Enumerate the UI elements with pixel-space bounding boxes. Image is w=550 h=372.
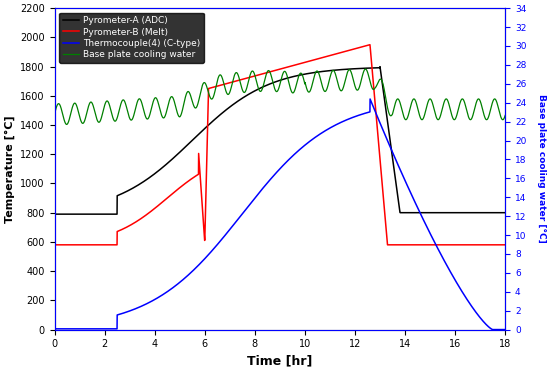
Thermocouple(4) (C-type) (367, 97, 373, 101)
Pyrometer-A (ADC) (493, 211, 500, 215)
Thermocouple(4) (C-type) (493, 327, 500, 332)
Pyrometer-A (ADC) (377, 64, 383, 69)
Base plate cooling water (493, 99, 500, 104)
Base plate cooling water (362, 67, 369, 71)
Base plate cooling water (224, 92, 231, 96)
Y-axis label: Temperature [°C]: Temperature [°C] (4, 115, 14, 223)
Pyrometer-B (Melt) (367, 42, 373, 47)
Legend: Pyrometer-A (ADC), Pyrometer-B (Melt), Thermocouple(4) (C-type), Base plate cool: Pyrometer-A (ADC), Pyrometer-B (Melt), T… (59, 13, 204, 62)
Y-axis label: Base plate cooling water [°C]: Base plate cooling water [°C] (537, 94, 546, 243)
Thermocouple(4) (C-type) (51, 327, 58, 331)
Thermocouple(4) (C-type) (490, 327, 496, 332)
Base plate cooling water (103, 99, 109, 104)
Thermocouple(4) (C-type) (129, 308, 136, 312)
Pyrometer-B (Melt) (129, 222, 136, 226)
Pyrometer-B (Melt) (444, 243, 451, 247)
Pyrometer-B (Melt) (244, 76, 250, 80)
Pyrometer-B (Melt) (493, 243, 500, 247)
Base plate cooling water (51, 112, 58, 116)
Pyrometer-B (Melt) (51, 243, 58, 247)
Thermocouple(4) (C-type) (444, 265, 451, 270)
Line: Pyrometer-B (Melt): Pyrometer-B (Melt) (54, 45, 505, 245)
Base plate cooling water (502, 113, 508, 118)
Thermocouple(4) (C-type) (244, 206, 250, 210)
Base plate cooling water (63, 122, 70, 126)
Base plate cooling water (244, 85, 250, 89)
Thermocouple(4) (C-type) (103, 327, 109, 331)
Thermocouple(4) (C-type) (224, 230, 230, 235)
Pyrometer-B (Melt) (502, 243, 508, 247)
Pyrometer-A (ADC) (129, 186, 136, 190)
Pyrometer-A (ADC) (444, 211, 451, 215)
Thermocouple(4) (C-type) (502, 327, 508, 332)
Line: Pyrometer-A (ADC): Pyrometer-A (ADC) (54, 67, 505, 214)
Pyrometer-B (Melt) (103, 243, 109, 247)
Pyrometer-A (ADC) (103, 212, 109, 217)
Pyrometer-A (ADC) (51, 212, 58, 217)
Line: Base plate cooling water: Base plate cooling water (54, 69, 505, 124)
Pyrometer-A (ADC) (224, 107, 230, 111)
Pyrometer-A (ADC) (244, 93, 250, 97)
Pyrometer-A (ADC) (502, 211, 508, 215)
Base plate cooling water (445, 99, 452, 104)
X-axis label: Time [hr]: Time [hr] (247, 355, 312, 368)
Pyrometer-B (Melt) (224, 81, 230, 86)
Line: Thermocouple(4) (C-type): Thermocouple(4) (C-type) (54, 99, 505, 330)
Base plate cooling water (129, 116, 136, 121)
